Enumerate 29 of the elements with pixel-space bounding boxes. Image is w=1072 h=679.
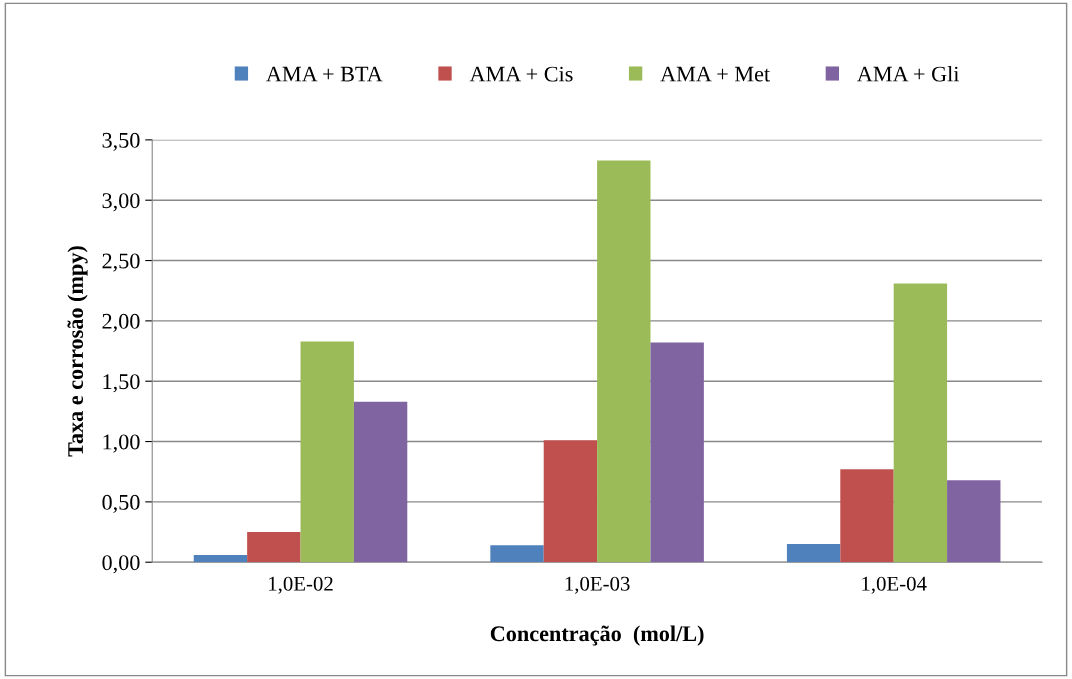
x-axis-title: Concentração (mol/L)	[490, 625, 704, 646]
bar	[543, 440, 598, 563]
bar	[893, 283, 948, 563]
bar	[490, 545, 544, 563]
x-tick-label: 1,0E-04	[862, 576, 927, 594]
y-tick-label: 1,00	[103, 434, 140, 453]
y-tick-label: 1,50	[103, 374, 140, 393]
y-tick-label: 2,00	[102, 313, 140, 332]
y-tick-label: 0,50	[102, 494, 140, 513]
x-tick-label: 1,0E-02	[269, 576, 333, 594]
x-tick-label: 1,0E-03	[565, 576, 630, 594]
legend-label: AMA + BTA	[266, 66, 383, 82]
y-tick-label: 2,50	[102, 253, 140, 272]
legend-label: AMA + Met	[660, 66, 770, 82]
bar	[947, 480, 1001, 563]
bar	[300, 341, 354, 563]
y-axis-title: Taxa e corrosão (mpy)	[67, 246, 88, 457]
bar	[247, 532, 301, 563]
legend-label: AMA + Gli	[857, 65, 960, 82]
bar	[786, 544, 841, 563]
y-tick-label: 0,00	[102, 555, 140, 574]
y-tick-label: 3,00	[102, 193, 140, 212]
bar	[353, 401, 408, 563]
legend-label: AMA + Cis	[469, 66, 573, 82]
bar	[597, 160, 651, 563]
y-tick-label: 3,50	[102, 132, 140, 151]
bar	[193, 554, 248, 563]
bar	[650, 342, 704, 563]
bar	[840, 469, 894, 563]
